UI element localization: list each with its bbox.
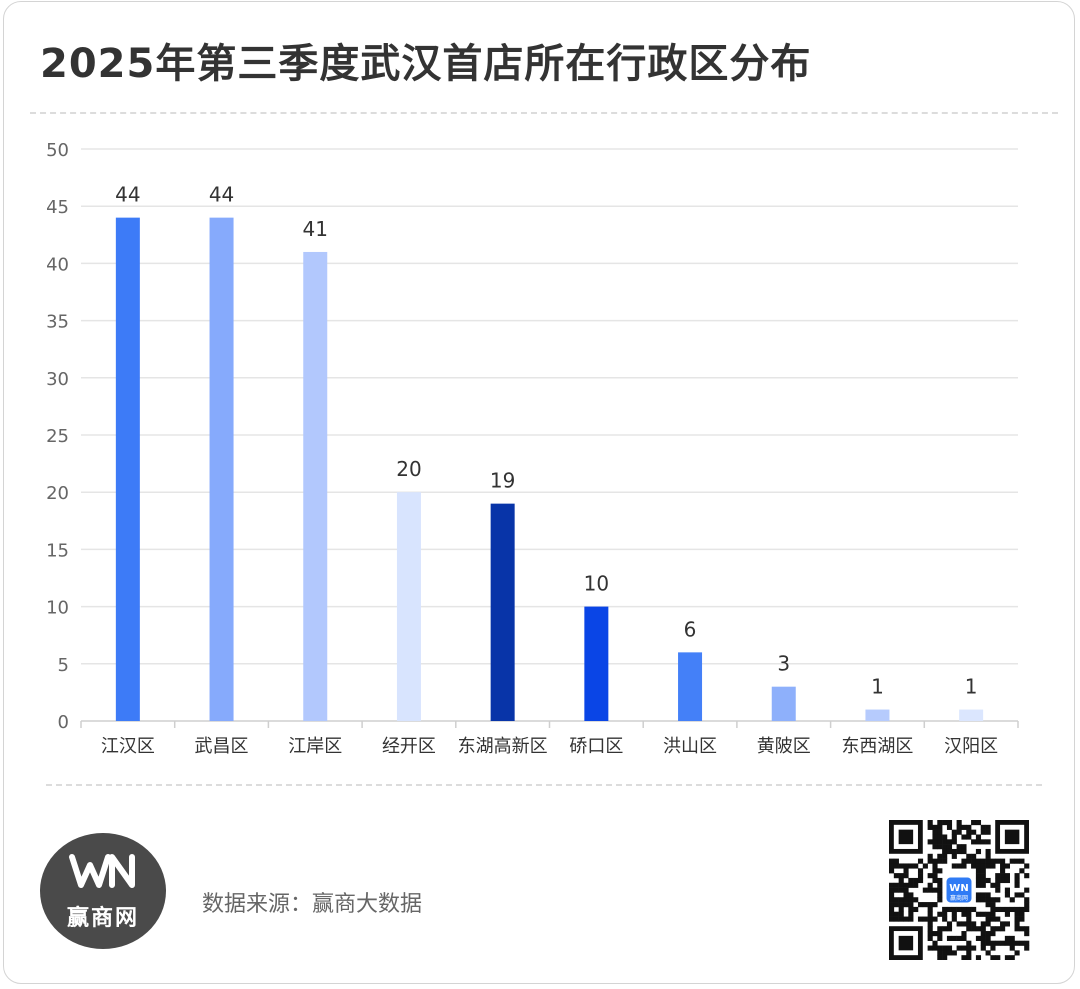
bar xyxy=(678,652,703,721)
data-label: 10 xyxy=(584,572,609,596)
chart-card: 2025年第三季度武汉首店所在行政区分布 0 5 10 15 20 25 30 35 40 45 5… xyxy=(3,1,1075,984)
bar xyxy=(584,606,609,721)
data-label: 1 xyxy=(965,675,978,699)
y-tick-label: 25 xyxy=(46,426,69,447)
chart-title: 2025年第三季度武汉首店所在行政区分布 xyxy=(40,41,812,87)
y-tick-label: 30 xyxy=(46,369,69,390)
y-tick-label: 40 xyxy=(46,254,69,275)
bar xyxy=(303,251,328,721)
bar xyxy=(771,686,796,721)
y-tick-label: 45 xyxy=(46,197,69,218)
y-tick-label: 20 xyxy=(46,483,69,504)
x-tick-label: 经开区 xyxy=(382,736,436,757)
qr-badge-icon xyxy=(946,877,972,903)
y-tick-label: 50 xyxy=(46,140,69,161)
logo-mark-icon xyxy=(40,853,166,893)
x-tick-label: 江岸区 xyxy=(288,736,342,757)
data-label: 3 xyxy=(777,652,790,676)
bottom-divider xyxy=(46,784,1042,786)
y-tick-label: 5 xyxy=(58,655,69,676)
bar xyxy=(490,503,515,721)
bar xyxy=(865,709,890,721)
x-tick-label: 东西湖区 xyxy=(841,736,913,757)
data-source: 数据来源：赢商大数据 xyxy=(202,892,423,917)
top-divider xyxy=(30,112,1058,114)
x-tick-label: 江汉区 xyxy=(101,736,155,757)
brand-logo: 赢商网 xyxy=(40,833,166,949)
bar xyxy=(115,217,140,721)
data-label: 6 xyxy=(684,617,697,641)
bar-chart: 0 5 10 15 20 25 30 35 40 45 50 44 江汉区 44 武昌区 41 江岸区 20 经开区… xyxy=(46,140,1019,757)
data-label: 19 xyxy=(490,469,515,493)
data-label: 41 xyxy=(303,217,328,241)
x-tick-label: 硚口区 xyxy=(569,736,623,757)
x-tick-label: 黄陂区 xyxy=(757,736,811,757)
y-tick-label: 0 xyxy=(58,712,69,733)
x-tick-label: 东湖高新区 xyxy=(458,736,548,757)
data-label: 1 xyxy=(871,675,884,699)
qr-badge-text: 赢商网 xyxy=(950,894,968,902)
data-label: 44 xyxy=(115,183,140,207)
x-tick-label: 汉阳区 xyxy=(944,736,998,757)
x-tick-label: 武昌区 xyxy=(195,736,249,757)
bar xyxy=(209,217,234,721)
bar xyxy=(959,709,984,721)
y-tick-label: 10 xyxy=(46,598,69,619)
x-tick-label: 洪山区 xyxy=(663,736,717,757)
bar xyxy=(396,492,421,721)
y-tick-label: 35 xyxy=(46,312,69,333)
qr-badge-mark: WN xyxy=(949,883,968,894)
data-label: 44 xyxy=(209,183,234,207)
data-label: 20 xyxy=(396,457,421,481)
logo-brand-name: 赢商网 xyxy=(66,906,139,931)
y-tick-label: 15 xyxy=(46,540,69,561)
